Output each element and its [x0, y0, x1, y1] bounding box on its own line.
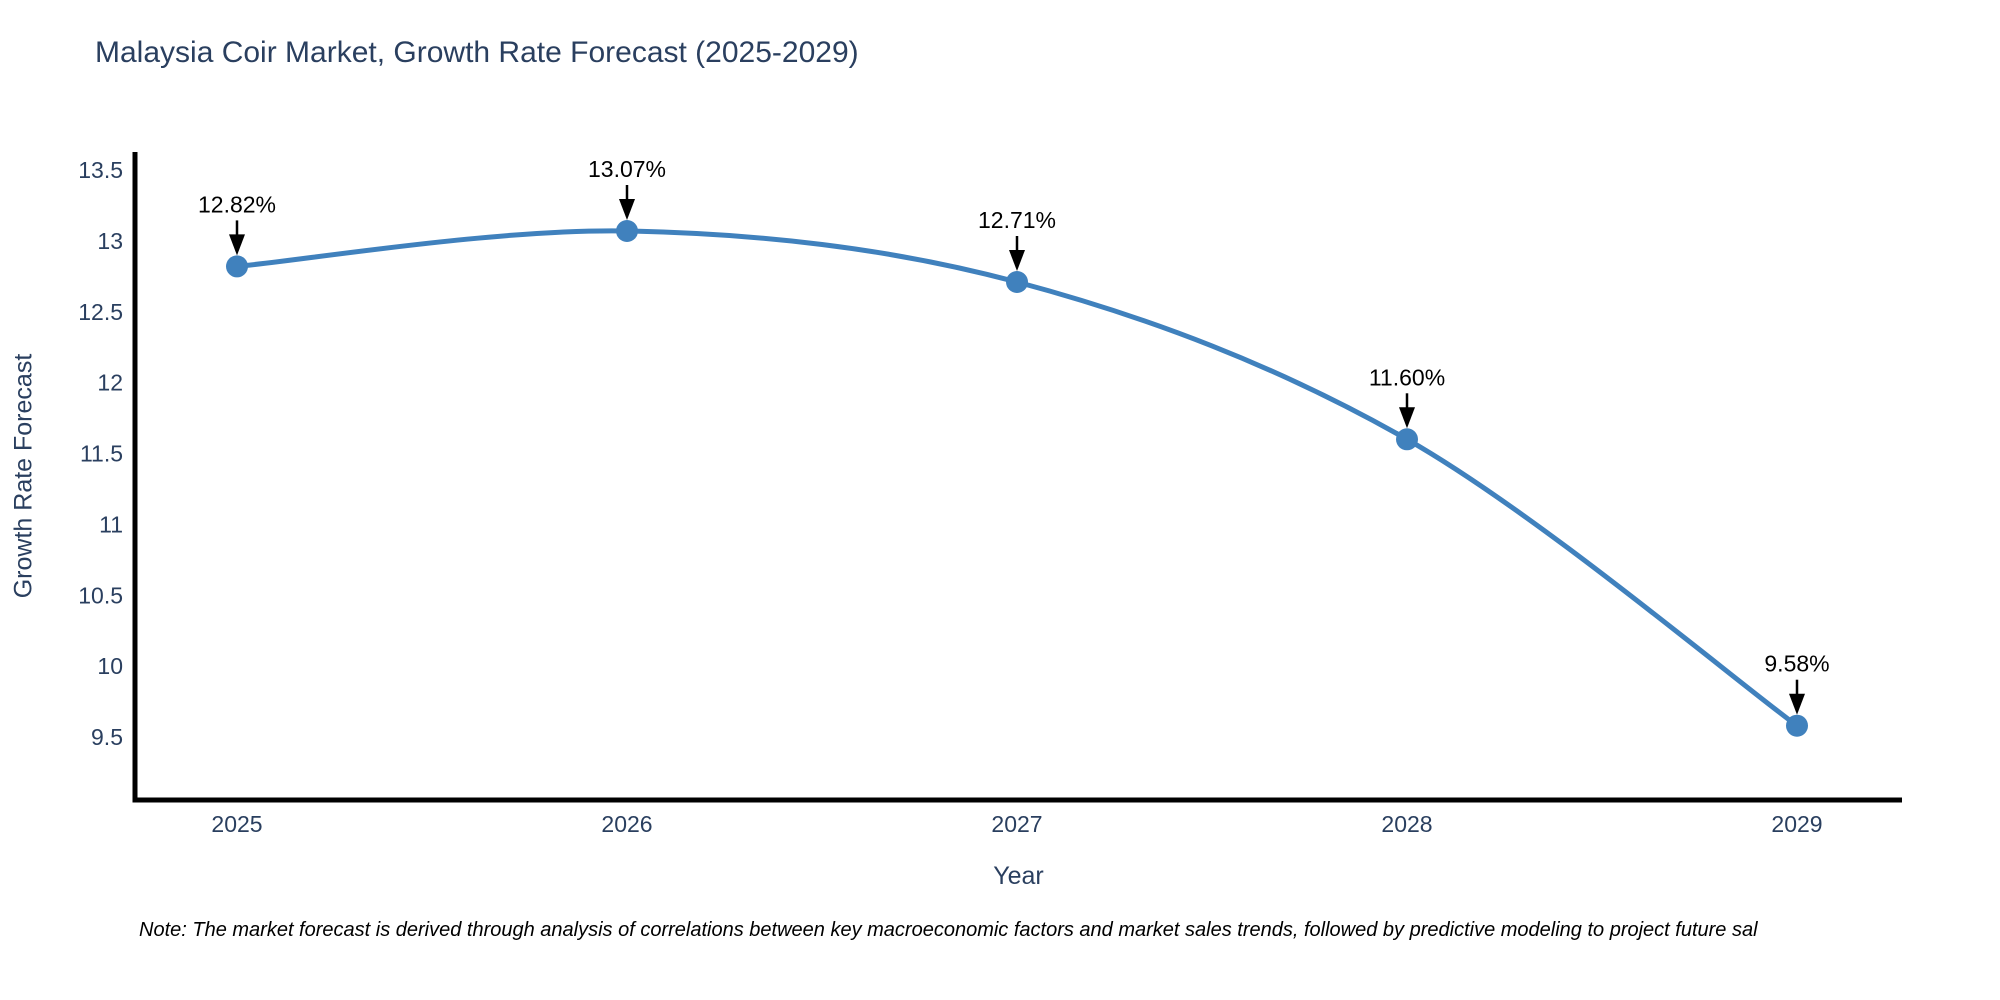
y-tick-label: 9.5 — [91, 724, 123, 750]
annotation-arrowhead — [229, 234, 245, 256]
x-tick-label: 2029 — [1771, 811, 1822, 837]
x-tick-label: 2026 — [601, 811, 652, 837]
y-tick-label: 12 — [97, 370, 123, 396]
annotation-arrowhead — [619, 199, 635, 220]
data-point-marker — [1006, 271, 1028, 293]
y-tick-label: 10 — [97, 653, 123, 679]
point-value-label: 13.07% — [588, 156, 666, 182]
data-point-marker — [1786, 714, 1808, 737]
point-value-label: 9.58% — [1764, 651, 1829, 677]
x-tick-label: 2027 — [991, 811, 1042, 837]
y-tick-label: 11.5 — [80, 441, 123, 467]
y-tick-label: 10.5 — [78, 582, 123, 608]
annotation-arrowhead — [1399, 407, 1415, 429]
chart-title: Malaysia Coir Market, Growth Rate Foreca… — [95, 36, 859, 69]
footnote: Note: The market forecast is derived thr… — [139, 919, 1758, 941]
x-tick-label: 2028 — [1381, 811, 1432, 837]
data-point-marker — [1396, 428, 1418, 451]
x-axis-title: Year — [993, 862, 1044, 890]
x-tick-label: 2025 — [211, 811, 262, 837]
y-tick-label: 13 — [97, 228, 123, 254]
point-value-label: 12.71% — [978, 207, 1056, 233]
data-point-marker — [616, 220, 638, 242]
point-value-label: 11.60% — [1369, 364, 1445, 390]
data-point-marker — [226, 255, 248, 278]
axis-lines — [132, 152, 1902, 803]
y-tick-label: 12.5 — [78, 299, 123, 325]
trend-line — [234, 228, 1800, 729]
annotation-arrowhead — [1789, 693, 1805, 715]
y-tick-label: 13.5 — [78, 157, 123, 183]
annotation-arrowhead — [1009, 250, 1025, 271]
y-tick-label: 11 — [99, 511, 123, 537]
point-value-label: 12.82% — [198, 191, 276, 217]
